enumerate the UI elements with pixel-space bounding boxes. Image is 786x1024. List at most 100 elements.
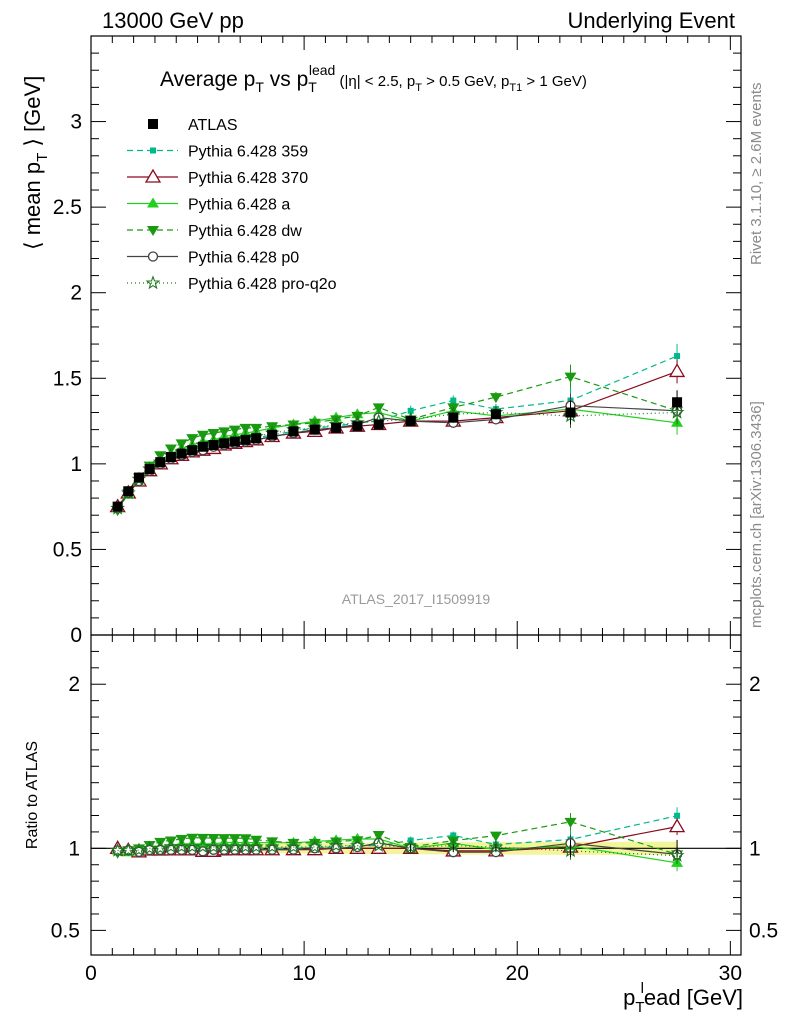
legend: ATLAS Pythia 6.428 359 Pythia 6.428 370 Pyt… <box>127 117 337 293</box>
legend-label-pdw: Pythia 6.428 dw <box>188 223 302 240</box>
legend-marker-pdw <box>147 226 159 236</box>
legend-label-p359: Pythia 6.428 359 <box>188 144 308 161</box>
y-label-sub: T <box>34 153 51 162</box>
legend-label-pa: Pythia 6.428 a <box>188 197 290 214</box>
legend-marker-pq2o <box>145 275 161 290</box>
title-cut-4: > 1 GeV) <box>522 73 587 90</box>
main-panel: 0 0.5 1 1.5 2 2.5 3 <box>53 35 742 647</box>
legend-entry-pp0: Pythia 6.428 p0 <box>127 250 299 267</box>
legend-marker-pp0 <box>147 251 159 262</box>
legend-label-atlas: ATLAS <box>188 117 238 134</box>
title-cuts: (|η| < 2.5, pT > 0.5 GeV, pT1 > 1 GeV) <box>335 73 587 94</box>
legend-label-pp0: Pythia 6.428 p0 <box>188 250 299 267</box>
ratio-point-pdw <box>186 833 199 844</box>
legend-entry-pa: Pythia 6.428 a <box>127 197 290 214</box>
point-atlas <box>490 409 501 420</box>
point-p359 <box>674 353 681 360</box>
title-mid-sub: T <box>308 79 317 95</box>
ratio-point-pq2o <box>307 839 323 854</box>
ratio-point-pq2o <box>152 840 168 855</box>
point-pdw <box>564 372 577 383</box>
ratio-point-pdw <box>564 817 577 828</box>
point-atlas <box>208 440 219 451</box>
point-pdw <box>330 415 343 426</box>
ratio-point-p370 <box>668 818 686 833</box>
legend-entry-pq2o: Pythia 6.428 pro-q2o <box>127 275 337 293</box>
rivet-label: Rivet 3.1.10, ≥ 2.6M events <box>748 83 765 266</box>
y-tick-label: 1.5 <box>53 367 82 390</box>
mcplots-label: mcplots.cern.ch [arXiv:1306.3436] <box>748 401 765 628</box>
point-pdw <box>186 434 199 445</box>
x-label-main: p <box>623 985 635 1010</box>
ratio-point-pq2o <box>350 837 365 852</box>
ratio-point-pdw <box>228 834 241 845</box>
point-pdw <box>196 430 209 441</box>
ratio-tick-label: 0.5 <box>51 919 80 942</box>
ratio-point-pq2o <box>264 839 280 854</box>
ratio-point-pdw <box>489 831 502 842</box>
point-atlas <box>219 438 230 449</box>
point-atlas <box>240 434 251 445</box>
chart-title: Average pT vs pTlead (|η| < 2.5, pT > 0.… <box>160 62 587 95</box>
point-pdw <box>372 403 385 414</box>
legend-marker-atlas <box>148 119 158 129</box>
x-tick-label: 30 <box>719 962 742 985</box>
title-cut-0: (|η| < 2.5, p <box>335 73 415 90</box>
ratio-point-pdw <box>196 833 209 844</box>
ratio-tick-label-right: 0.5 <box>749 919 778 942</box>
watermark: ATLAS_2017_I1509919 <box>342 591 491 607</box>
legend-entry-atlas: ATLAS <box>148 117 238 134</box>
y-tick-label: 2 <box>70 282 82 305</box>
y-tick-label: 0 <box>70 624 82 647</box>
point-p359 <box>407 407 414 414</box>
point-pdw <box>308 418 321 429</box>
x-tick-label: 0 <box>85 962 97 985</box>
point-atlas <box>144 463 155 474</box>
y-tick-label: 3 <box>70 111 82 134</box>
point-atlas <box>448 412 459 423</box>
point-atlas <box>123 486 134 497</box>
x-axis-label: pTlead [GeV] <box>623 980 743 1016</box>
x-tick-label: 20 <box>506 962 529 985</box>
point-atlas <box>267 429 278 440</box>
point-atlas <box>229 436 240 447</box>
header-right: Underlying Event <box>567 8 735 33</box>
series-pdw <box>111 364 684 517</box>
title-cut-2: > 0.5 GeV, p <box>422 73 509 90</box>
series-p359 <box>114 344 681 512</box>
x-label-sub: T <box>635 999 644 1016</box>
y-axis-label: ⟨ mean pT ⟩ [GeV] <box>20 76 51 250</box>
point-pq2o <box>669 404 685 419</box>
point-atlas <box>155 457 166 468</box>
ratio-point-pq2o <box>669 847 685 862</box>
title-mid: vs p <box>264 68 308 91</box>
ratio-point-pq2o <box>131 842 147 857</box>
point-atlas <box>565 407 576 418</box>
x-label-rest: ead [GeV] <box>644 985 743 1010</box>
point-pdw <box>228 425 241 436</box>
point-pdw <box>207 429 220 440</box>
ratio-tick-label: 1 <box>68 837 80 860</box>
header-left: 13000 GeV pp <box>102 8 244 33</box>
ratio-point-pq2o <box>328 837 344 852</box>
ratio-tick-label-right: 1 <box>749 837 761 860</box>
ratio-line-pq2o <box>117 844 678 857</box>
ratio-frame <box>90 634 742 956</box>
legend-label-pq2o: Pythia 6.428 pro-q2o <box>188 276 337 293</box>
point-atlas <box>251 433 262 444</box>
point-pdw <box>239 423 252 434</box>
ratio-point-p359 <box>450 832 457 839</box>
y-label-close: ⟩ [GeV] <box>20 76 45 153</box>
point-atlas <box>133 472 144 483</box>
point-atlas <box>197 441 208 452</box>
point-atlas <box>309 424 320 435</box>
ratio-point-pdw <box>207 833 220 844</box>
title-cut-3: T1 <box>509 82 522 94</box>
ratio-point-pdw <box>218 834 231 845</box>
point-pdw <box>489 393 502 404</box>
legend-marker-pa <box>147 197 159 208</box>
point-atlas <box>672 397 683 408</box>
legend-entry-p370: Pythia 6.428 370 <box>127 168 308 187</box>
point-atlas <box>352 421 363 432</box>
legend-entry-pdw: Pythia 6.428 dw <box>127 223 302 240</box>
